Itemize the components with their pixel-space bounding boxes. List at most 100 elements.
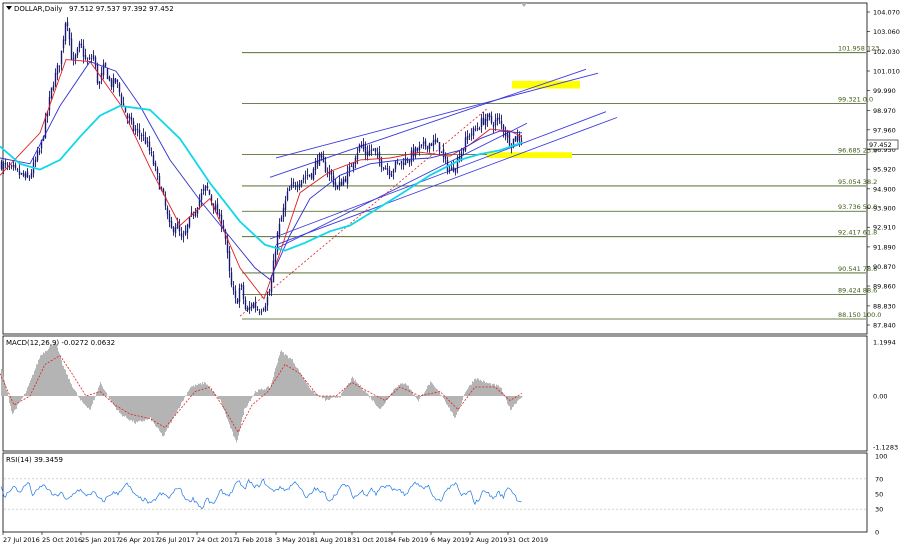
candle-body [466, 136, 469, 140]
fib-level-label: 95.054 38.2 [838, 178, 877, 186]
macd-histogram-bar [483, 380, 484, 396]
macd-histogram-bar [359, 385, 360, 396]
macd-histogram-bar [14, 396, 15, 411]
macd-histogram-bar [17, 396, 18, 405]
candle-body [110, 79, 113, 87]
macd-histogram-bar [439, 391, 440, 396]
macd-histogram-bar [33, 374, 34, 396]
candle-body [434, 139, 437, 142]
macd-histogram-bar [386, 396, 387, 401]
candle-body [180, 233, 183, 237]
macd-histogram-bar [474, 379, 475, 396]
macd-histogram-bar [351, 378, 352, 396]
macd-histogram-bar [75, 390, 76, 396]
macd-histogram-bar [87, 396, 88, 409]
candle-body [268, 293, 271, 296]
macd-histogram-bar [305, 380, 306, 396]
candle-body [140, 135, 143, 137]
rsi-tick-label: 30 [875, 506, 883, 514]
macd-histogram-bar [334, 396, 335, 397]
macd-histogram-bar [435, 387, 436, 396]
candle-body [418, 146, 421, 151]
candle-body [498, 117, 501, 120]
macd-histogram-bar [129, 396, 130, 421]
macd-histogram-bar [66, 374, 67, 396]
macd-histogram-bar [4, 380, 5, 396]
candle-body [262, 309, 265, 311]
macd-histogram-bar [376, 396, 377, 407]
macd-histogram-bar [36, 364, 37, 396]
macd-histogram-bar [149, 396, 150, 419]
macd-histogram-bar [227, 396, 228, 419]
macd-histogram-bar [171, 396, 172, 423]
macd-histogram-bar [251, 396, 252, 399]
macd-histogram-bar [184, 396, 185, 398]
scroll-marker-icon[interactable] [521, 3, 527, 7]
macd-histogram-bar [106, 392, 107, 396]
candle-body [48, 96, 51, 110]
macd-histogram-bar [113, 396, 114, 405]
candle-body [50, 87, 53, 98]
macd-histogram-bar [239, 396, 240, 432]
macd-histogram-bar [412, 392, 413, 396]
candle-body [82, 46, 85, 57]
candle-body [18, 170, 21, 175]
macd-histogram-bar [12, 396, 13, 415]
candle-body [440, 151, 443, 153]
price-tick-label: 93.900 [873, 205, 896, 213]
macd-histogram-bar [371, 396, 372, 400]
macd-histogram-bar [246, 396, 247, 408]
macd-histogram-bar [169, 396, 170, 425]
macd-histogram-bar [252, 396, 253, 397]
macd-histogram-bar [396, 387, 397, 396]
macd-histogram-bar [457, 396, 458, 412]
price-tick-label: 101.010 [873, 68, 900, 76]
price-tick-label: 92.910 [873, 224, 896, 232]
macd-histogram-bar [433, 384, 434, 396]
moving-average-line [0, 61, 523, 281]
macd-histogram-bar [437, 389, 438, 396]
macd-histogram-bar [186, 395, 187, 397]
macd-histogram-bar [470, 384, 471, 396]
time-tick-label: 26 Apr 2017 [119, 536, 159, 544]
macd-histogram-bar [319, 396, 320, 398]
macd-histogram-bar [448, 396, 449, 408]
candle-body [202, 189, 205, 191]
candle-body [402, 162, 405, 166]
candle-body [240, 284, 243, 287]
macd-histogram-bar [218, 396, 219, 400]
macd-histogram-bar [368, 394, 369, 396]
macd-histogram-bar [90, 396, 91, 410]
macd-histogram-bar [382, 396, 383, 407]
macd-histogram-bar [425, 390, 426, 396]
macd-histogram-bar [364, 390, 365, 396]
candle-body [372, 148, 375, 150]
candle-body [204, 185, 207, 191]
macd-histogram-bar [160, 396, 161, 433]
candle-body [290, 184, 293, 188]
macd-histogram-bar [86, 396, 87, 407]
candle-body [342, 179, 345, 185]
macd-histogram-bar [486, 382, 487, 396]
candle-body [450, 167, 453, 171]
macd-histogram-bar [206, 384, 207, 396]
macd-histogram-bar [454, 396, 455, 418]
macd-histogram-bar [205, 382, 206, 396]
candle-body [508, 133, 511, 146]
symbol-dropdown-icon[interactable] [6, 6, 12, 10]
candle-body [386, 168, 389, 170]
candle-body [214, 205, 217, 211]
candle-body [364, 146, 367, 154]
macd-histogram-bar [177, 396, 178, 411]
macd-histogram-bar [18, 396, 19, 404]
macd-histogram-bar [44, 353, 45, 396]
time-tick-label: 31 Oct 2019 [508, 536, 548, 544]
macd-histogram-bar [424, 392, 425, 396]
candle-body [500, 120, 503, 125]
macd-histogram-bar [401, 383, 402, 396]
macd-histogram-bar [235, 396, 236, 440]
macd-histogram-bar [414, 394, 415, 396]
macd-histogram-bar [429, 384, 430, 396]
macd-histogram-bar [313, 390, 314, 396]
rsi-title: RSI(14) 39.3459 [6, 456, 63, 464]
